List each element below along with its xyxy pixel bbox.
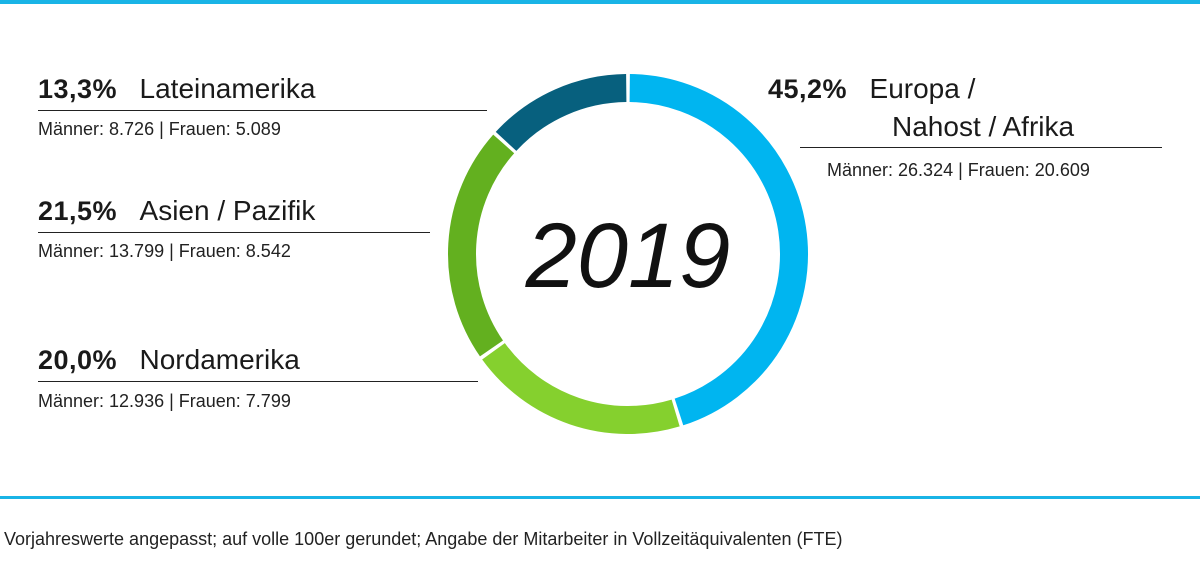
donut-chart: 2019 xyxy=(448,74,808,434)
lateinamerika-underline xyxy=(38,110,487,111)
nordamerika-detail: Männer: 12.936 | Frauen: 7.799 xyxy=(38,391,291,411)
center-year-label: 2019 xyxy=(525,205,731,307)
donut-slice-asien-pazifik xyxy=(448,134,515,357)
europa-name-line1: Europa / xyxy=(869,73,976,104)
donut-slice-europa-nahost-afrika xyxy=(629,74,808,426)
europa-detail: Männer: 26.324 | Frauen: 20.609 xyxy=(827,160,1090,180)
nordamerika-name: Nordamerika xyxy=(139,344,300,375)
asien-pazifik-name: Asien / Pazifik xyxy=(139,195,316,226)
nordamerika-underline xyxy=(38,381,478,382)
asien-pazifik-underline xyxy=(38,232,430,233)
europa-underline xyxy=(800,147,1162,148)
lateinamerika-name: Lateinamerika xyxy=(139,73,316,104)
nordamerika-percent: 20,0% xyxy=(38,345,118,375)
lateinamerika-detail: Männer: 8.726 | Frauen: 5.089 xyxy=(38,119,281,139)
legend-europa: 45,2% Europa / xyxy=(768,72,975,111)
europa-name-line2-wrap: Nahost / Afrika xyxy=(892,110,1074,149)
asien-pazifik-percent: 21,5% xyxy=(38,196,118,226)
europa-name-line2: Nahost / Afrika xyxy=(892,111,1075,142)
footnote: Vorjahreswerte angepasst; auf volle 100e… xyxy=(4,529,843,549)
legend-asien-pazifik: 21,5% Asien / Pazifik xyxy=(38,194,315,233)
legend-nordamerika: 20,0% Nordamerika xyxy=(38,343,300,382)
europa-percent: 45,2% xyxy=(768,74,848,104)
lateinamerika-percent: 13,3% xyxy=(38,74,118,104)
asien-pazifik-detail: Männer: 13.799 | Frauen: 8.542 xyxy=(38,241,291,261)
top-rule xyxy=(0,0,1200,4)
donut-slice-lateinamerika xyxy=(495,74,627,152)
donut-slice-nordamerika xyxy=(482,342,680,434)
bottom-rule xyxy=(0,496,1200,499)
legend-lateinamerika: 13,3% Lateinamerika xyxy=(38,72,315,111)
